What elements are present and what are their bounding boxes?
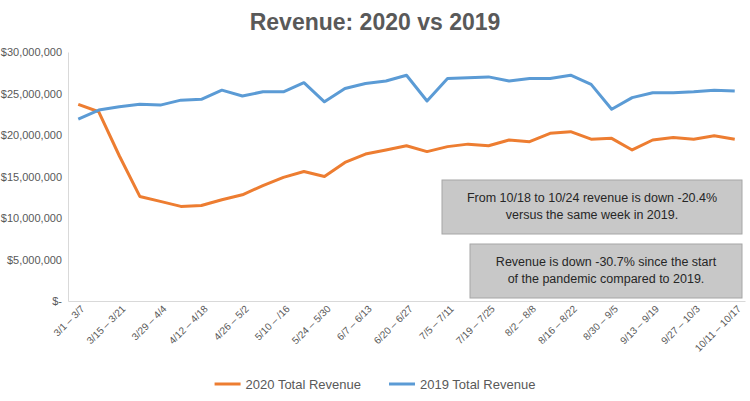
series-line	[78, 104, 734, 206]
x-tick-label: 6/7 – 6/13	[335, 303, 375, 343]
y-tick: $10,000,000	[1, 212, 68, 224]
x-tick-label: 7/19 – 7/25	[454, 303, 497, 346]
annotation-text: versus the same week in 2019.	[506, 208, 678, 222]
x-tick: 7/5 – 7/11	[417, 301, 456, 342]
x-tick-label: 4/12 – 4/18	[167, 303, 210, 346]
x-tick: 8/2 – 8/8	[503, 301, 539, 338]
x-tick-label: 9/27 – 10/3	[659, 303, 702, 346]
annotation: Revenue is down -30.7% since the start of…	[470, 244, 742, 298]
annotation-box	[470, 244, 742, 298]
x-tick-label: 6/20 – 6/27	[372, 303, 415, 346]
chart: Revenue: 2020 vs 2019 $- $5,000,000 $10,000…	[0, 0, 750, 401]
legend-label: 2019 Total Revenue	[420, 377, 535, 392]
x-tick: 6/20 – 6/27	[372, 301, 415, 346]
x-tick: 3/1 – 3/7	[51, 301, 87, 338]
x-tick: 6/7 – 6/13	[335, 301, 375, 342]
x-axis-line	[69, 301, 746, 302]
y-tick-label: $20,000,000	[1, 129, 62, 141]
y-tick: $5,000,000	[7, 254, 68, 266]
y-tick: $20,000,000	[1, 129, 68, 141]
annotation-text: of the pandemic compared to 2019.	[508, 272, 705, 286]
legend-swatch	[215, 383, 241, 386]
y-tick: $15,000,000	[1, 171, 68, 183]
x-tick: 3/29 – 4/4	[129, 301, 169, 342]
x-tick: 10/11 – 10/17	[693, 301, 744, 354]
x-tick-label: 5/10 – /16	[253, 303, 293, 343]
x-tick: 4/12 – 4/18	[167, 301, 210, 346]
x-tick-label: 9/13 – 9/19	[618, 303, 661, 346]
legend: 2020 Total Revenue 2019 Total Revenue	[215, 377, 536, 392]
y-axis: $- $5,000,000 $10,000,000 $15,000,000 $20,00…	[1, 46, 69, 307]
series-line	[78, 75, 734, 119]
legend-label: 2020 Total Revenue	[246, 377, 361, 392]
x-tick: 8/30 – 9/5	[581, 301, 621, 342]
y-tick-label: $25,000,000	[1, 88, 62, 100]
legend-item: 2019 Total Revenue	[389, 377, 535, 392]
y-tick-label: $30,000,000	[1, 46, 62, 58]
x-tick-label: 3/1 – 3/7	[51, 303, 87, 339]
x-tick-label: 3/15 – 3/21	[85, 303, 128, 346]
annotation-text: From 10/18 to 10/24 revenue is down -20.…	[467, 191, 717, 205]
x-tick-label: 8/30 – 9/5	[581, 303, 621, 343]
y-tick: $30,000,000	[1, 46, 68, 58]
x-tick-label: 3/29 – 4/4	[129, 303, 169, 343]
title: Revenue: 2020 vs 2019	[250, 9, 501, 35]
x-tick: 4/26 – 5/2	[212, 301, 252, 342]
x-tick-label: 5/24 – 5/30	[290, 303, 333, 346]
x-tick: 5/10 – /16	[253, 301, 293, 342]
x-tick: 5/24 – 5/30	[290, 301, 333, 346]
x-tick-label: 8/16 – 8/22	[536, 303, 579, 346]
x-tick-label: 7/5 – 7/11	[417, 303, 456, 342]
x-tick: 9/13 – 9/19	[618, 301, 661, 346]
annotation-box	[442, 180, 742, 234]
x-tick: 7/19 – 7/25	[454, 301, 497, 346]
x-tick: 8/16 – 8/22	[536, 301, 579, 346]
y-tick: $-	[52, 295, 68, 307]
y-axis-line	[68, 53, 69, 302]
x-tick: 3/15 – 3/21	[85, 301, 128, 346]
x-axis: 3/1 – 3/73/15 – 3/213/29 – 4/44/12 – 4/1…	[51, 301, 745, 354]
x-tick-label: 10/11 – 10/17	[693, 303, 744, 354]
x-tick-label: 4/26 – 5/2	[212, 303, 252, 343]
y-tick: $25,000,000	[1, 88, 68, 100]
annotation-text: Revenue is down -30.7% since the start	[496, 255, 717, 269]
y-tick-label: $-	[52, 295, 62, 307]
x-tick-label: 8/2 – 8/8	[503, 303, 539, 339]
y-tick-label: $5,000,000	[7, 254, 62, 266]
y-tick-label: $15,000,000	[1, 171, 62, 183]
legend-swatch	[389, 383, 415, 386]
annotation: From 10/18 to 10/24 revenue is down -20.…	[442, 180, 742, 234]
x-tick: 9/27 – 10/3	[659, 301, 702, 346]
y-tick-label: $10,000,000	[1, 212, 62, 224]
legend-item: 2020 Total Revenue	[215, 377, 361, 392]
